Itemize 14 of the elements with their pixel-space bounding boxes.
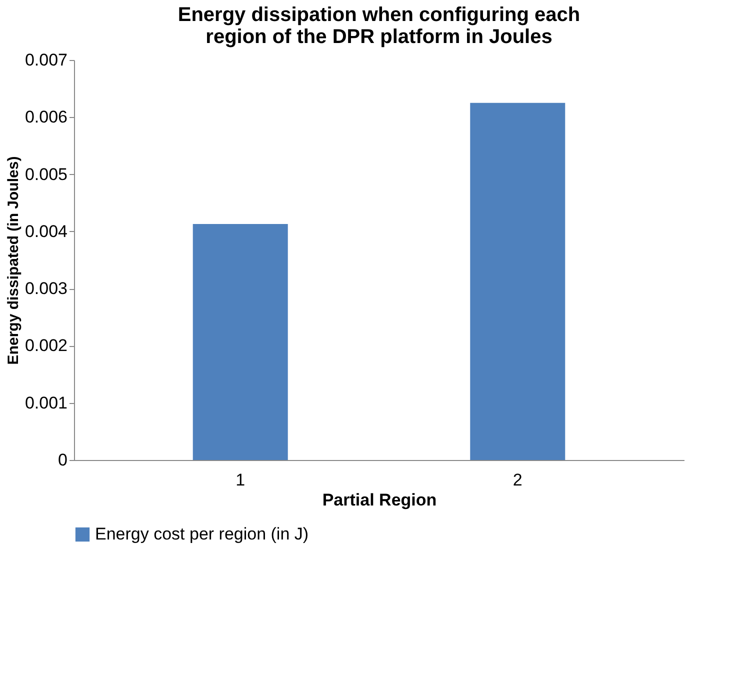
y-tick-label: 0.003 (24, 279, 68, 298)
y-axis-title: Energy dissipated (in Joules) (4, 156, 22, 365)
y-tick-label: 0 (58, 450, 68, 470)
y-tick-label: 0.006 (24, 108, 68, 127)
legend-label: Energy cost per region (in J) (95, 524, 309, 544)
x-tick-label: 2 (512, 470, 522, 490)
y-tick-label: 0.002 (24, 336, 68, 356)
y-tick-label: 0.004 (24, 222, 68, 241)
x-axis-title: Partial Region (322, 490, 437, 510)
chart-title: Energy dissipation when configuring each region of the DPR platform in Joules (178, 4, 580, 48)
y-tick-label: 0.005 (24, 164, 68, 184)
y-tick-label: 0.001 (24, 393, 68, 412)
y-tick-label: 0.007 (24, 50, 68, 70)
x-tick-label: 1 (236, 470, 246, 490)
